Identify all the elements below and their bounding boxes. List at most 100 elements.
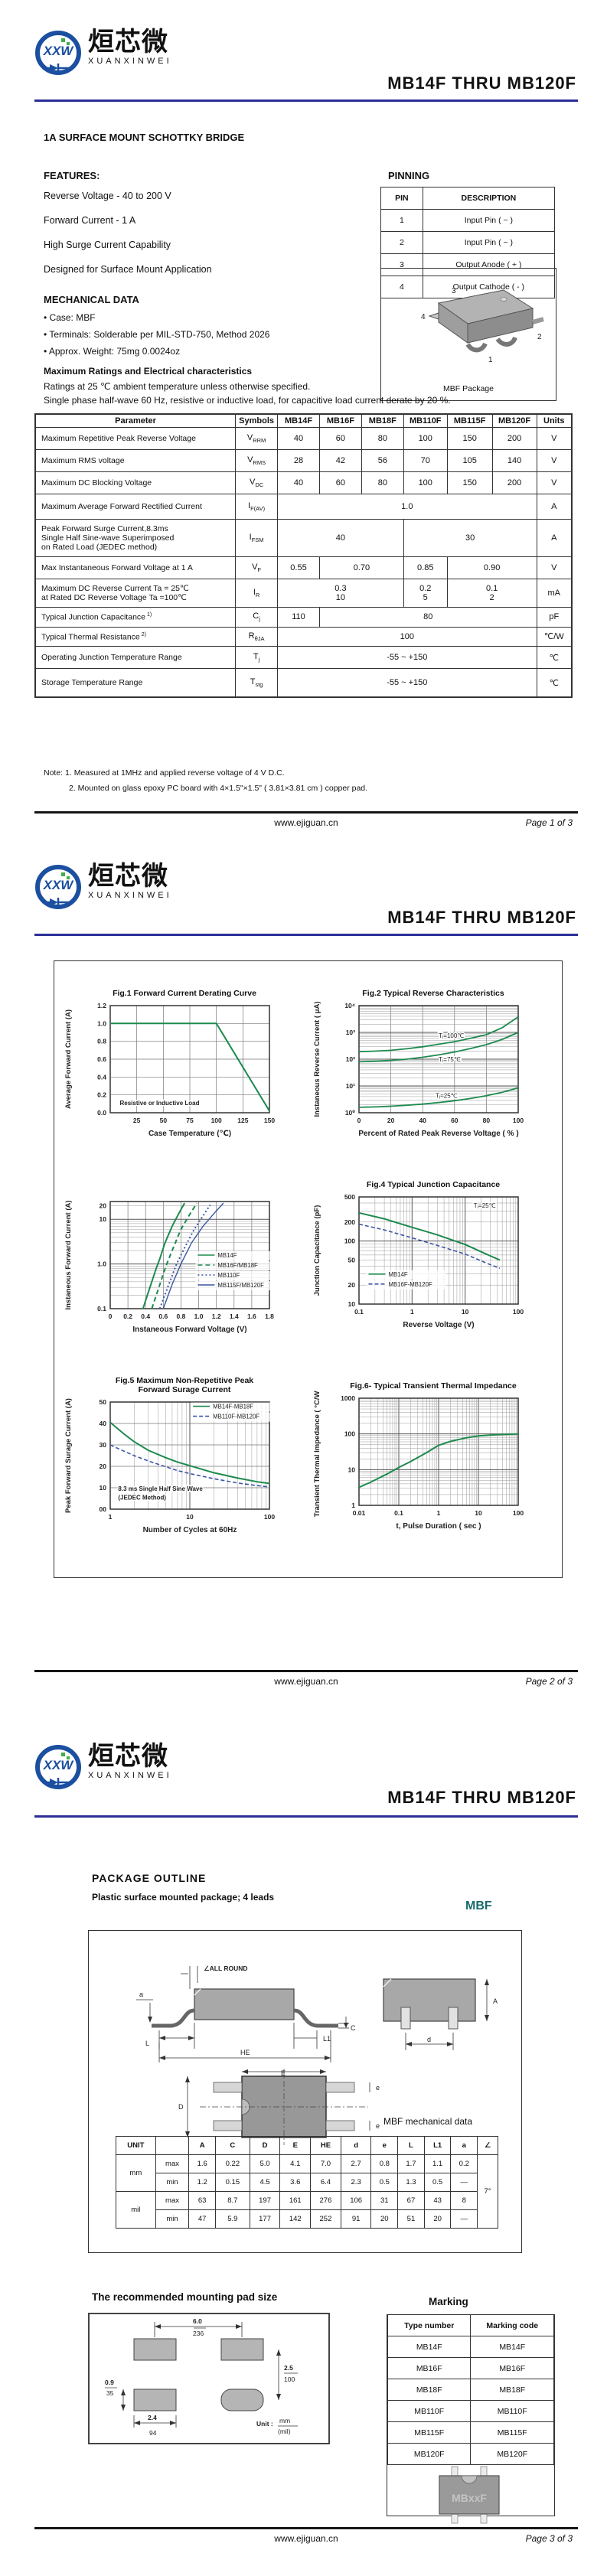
footer-rule <box>34 811 578 814</box>
fig5-title-line2: Forward Surage Current <box>138 1385 231 1394</box>
diode-icon <box>42 64 73 73</box>
mech-row: mm max 1.6 0.22 5.0 4.1 7.0 2.7 0.8 1.7 1.1 0.2 7° <box>116 2154 498 2229</box>
ratings-row: Peak Forward Surge Current,8.3ms Single H… <box>34 519 573 557</box>
svg-text:Number of Cycles at 60Hz: Number of Cycles at 60Hz <box>143 1526 237 1534</box>
features-list: Reverse Voltage - 40 to 200 V Forward Cu… <box>44 184 335 282</box>
svg-text:10⁴: 10⁴ <box>344 1002 355 1009</box>
svg-text:0.6: 0.6 <box>158 1312 168 1320</box>
svg-text:Tⱼ=100℃: Tⱼ=100℃ <box>439 1032 464 1039</box>
svg-text:20: 20 <box>100 1202 107 1210</box>
page-title: MB14F THRU MB120F <box>387 1788 576 1807</box>
footer-rule <box>34 2527 578 2529</box>
mech-body: mm max 1.6 0.22 5.0 4.1 7.0 2.7 0.8 1.7 1.1 0.2 7° mi… <box>116 2154 498 2229</box>
svg-text:20: 20 <box>348 1281 356 1289</box>
svg-text:150: 150 <box>264 1117 275 1124</box>
svg-text:Percent of Rated Peak Reverse: Percent of Rated Peak Reverse Voltage ( … <box>358 1130 518 1138</box>
svg-text:2: 2 <box>537 333 542 341</box>
svg-text:125: 125 <box>237 1117 248 1124</box>
note-line-1: Note: 1. Measured at 1MHz and applied re… <box>44 768 285 778</box>
svg-text:MB16F/MB18F: MB16F/MB18F <box>217 1262 258 1269</box>
marking-header-row: Type number Marking code <box>387 2315 554 2336</box>
svg-text:50: 50 <box>160 1117 168 1124</box>
svg-text:100: 100 <box>513 1308 524 1316</box>
page-title: MB14F THRU MB120F <box>387 908 576 927</box>
svg-text:1: 1 <box>351 1502 355 1509</box>
svg-text:1: 1 <box>109 1513 113 1521</box>
pin-row: 2 Input Pin ( ~ ) <box>380 231 556 254</box>
fig6-title: Fig.6- Typical Transient Thermal Impedan… <box>350 1381 517 1391</box>
mechanical-list: • Case: MBF • Terminals: Solderable per … <box>44 309 365 360</box>
svg-text:1000: 1000 <box>341 1394 355 1402</box>
svg-text:(mil): (mil) <box>278 2428 291 2435</box>
svg-text:MB115F/MB120F: MB115F/MB120F <box>217 1282 264 1289</box>
marking-body: MB14F MB14F MB16F MB16F MB18F MB18F MB110F MB11… <box>387 2336 554 2465</box>
package-outline-heading: PACKAGE OUTLINE <box>92 1872 207 1884</box>
svg-text:XXW: XXW <box>43 878 75 892</box>
pin-col-header: PIN <box>380 187 423 210</box>
fig6: Fig.6- Typical Transient Thermal Impedan… <box>310 1381 556 1557</box>
svg-text:20: 20 <box>100 1462 107 1470</box>
mech-row: min 47 5.9 177 142 252 91 20 51 20— <box>116 2209 498 2229</box>
mech-data-table: UNIT A C D E HE d e L L1 a ∠ mm max 1.6 0.22 5.0 4.1 7.0 2… <box>116 2136 498 2229</box>
svg-text:a: a <box>139 1991 143 1998</box>
svg-text:e: e <box>376 2122 380 2130</box>
end-view-drawing: A d <box>383 1978 498 2050</box>
ratings-row: Storage Temperature Range Tstg -55 ~ +150 ℃ <box>34 668 573 698</box>
svg-text:40: 40 <box>100 1420 107 1427</box>
page-title: MB14F THRU MB120F <box>387 73 576 93</box>
svg-text:1: 1 <box>410 1308 414 1316</box>
pad-size-box: 6.0 236 2.5 100 0.9 35 2.4 94 Unit : mm <box>88 2313 330 2444</box>
svg-text:0: 0 <box>357 1117 361 1124</box>
svg-text:10¹: 10¹ <box>346 1082 355 1090</box>
fig2-title: Fig.2 Typical Reverse Characteristics <box>362 989 504 998</box>
company-name-en: XUANXINWEI <box>88 891 172 900</box>
svg-text:1.6: 1.6 <box>247 1312 256 1320</box>
marking-row: MB18F MB18F <box>387 2379 554 2401</box>
ratings-heading: Maximum Ratings and Electrical character… <box>44 366 253 377</box>
svg-text:Tⱼ=75℃: Tⱼ=75℃ <box>439 1056 461 1063</box>
svg-text:10³: 10³ <box>346 1029 355 1036</box>
ratings-row: Operating Junction Temperature Range Tj -5… <box>34 646 573 669</box>
fig4: Fig.4 Typical Junction Capacitance 0.1 1 1… <box>310 1180 556 1355</box>
svg-text:10: 10 <box>100 1484 107 1492</box>
logo-mark-icon: XXW <box>35 865 81 909</box>
svg-text:10: 10 <box>100 1215 107 1223</box>
footer-site: www.ejiguan.cn <box>274 817 338 828</box>
fig2-chart: 0 20 40 60 80 100 10⁰ 10¹ 10² 10³ 10⁴ Tⱼ=100℃ Tⱼ=75℃… <box>313 1002 524 1139</box>
mechanical-item: • Approx. Weight: 75mg 0.0024oz <box>44 346 181 357</box>
footer-page-number: Page 2 of 3 <box>525 1676 573 1687</box>
svg-text:25: 25 <box>133 1117 141 1124</box>
svg-text:0: 0 <box>109 1312 113 1320</box>
svg-text:100: 100 <box>264 1513 275 1521</box>
svg-text:40: 40 <box>419 1117 426 1124</box>
package-caption: MBF Package <box>443 384 494 393</box>
fig1-title: Fig.1 Forward Current Derating Curve <box>113 989 256 998</box>
svg-text:0.8: 0.8 <box>97 1038 106 1045</box>
marking-row: MB14F MB14F <box>387 2336 554 2358</box>
marking-row: MB110F MB110F <box>387 2400 554 2422</box>
svg-text:∠ALL ROUND: ∠ALL ROUND <box>204 1965 248 1972</box>
company-name-cn: 烜芯微 <box>88 28 168 57</box>
svg-text:Resistive or Inductive Load: Resistive or Inductive Load <box>119 1100 199 1107</box>
svg-text:0.1: 0.1 <box>394 1509 403 1517</box>
mech-header-row: UNIT A C D E HE d e L L1 a ∠ <box>116 2136 498 2155</box>
svg-text:MB110F: MB110F <box>217 1272 240 1279</box>
fig5-chart: 1 10 100 00 10 20 30 40 50 8.3 ms Single Half Sin… <box>64 1398 275 1534</box>
svg-text:0.8: 0.8 <box>177 1312 186 1320</box>
svg-text:t, Pulse Duration ( sec ): t, Pulse Duration ( sec ) <box>396 1522 481 1531</box>
logo-mark-icon: XXW <box>35 31 81 75</box>
svg-text:10: 10 <box>348 1466 356 1473</box>
ratings-row: Maximum Repetitive Peak Reverse Voltage V… <box>34 427 573 450</box>
mechanical-item: • Terminals: Solderable per MIL-STD-750,… <box>44 329 270 340</box>
fig4-title: Fig.4 Typical Junction Capacitance <box>366 1180 501 1189</box>
fig5-title: Fig.5 Maximum Non-Repetitive Peak <box>115 1376 254 1385</box>
svg-text:50: 50 <box>348 1256 356 1264</box>
marking-row: MB115F MB115F <box>387 2421 554 2444</box>
svg-text:2.5: 2.5 <box>284 2364 293 2372</box>
outline-drawing-box: ∠ALL ROUND a C L L1 <box>88 1930 522 2253</box>
fig3-chart: 0 0.2 0.4 0.6 0.8 1.0 1.2 1.4 1.6 1.8 0.1 1.0 10 20 MB… <box>64 1200 276 1334</box>
svg-text:E: E <box>281 2069 286 2077</box>
company-name-en: XUANXINWEI <box>88 1771 172 1780</box>
ratings-table: Parameter Symbols MB14F MB16F MB18F MB110F MB1… <box>34 413 573 698</box>
